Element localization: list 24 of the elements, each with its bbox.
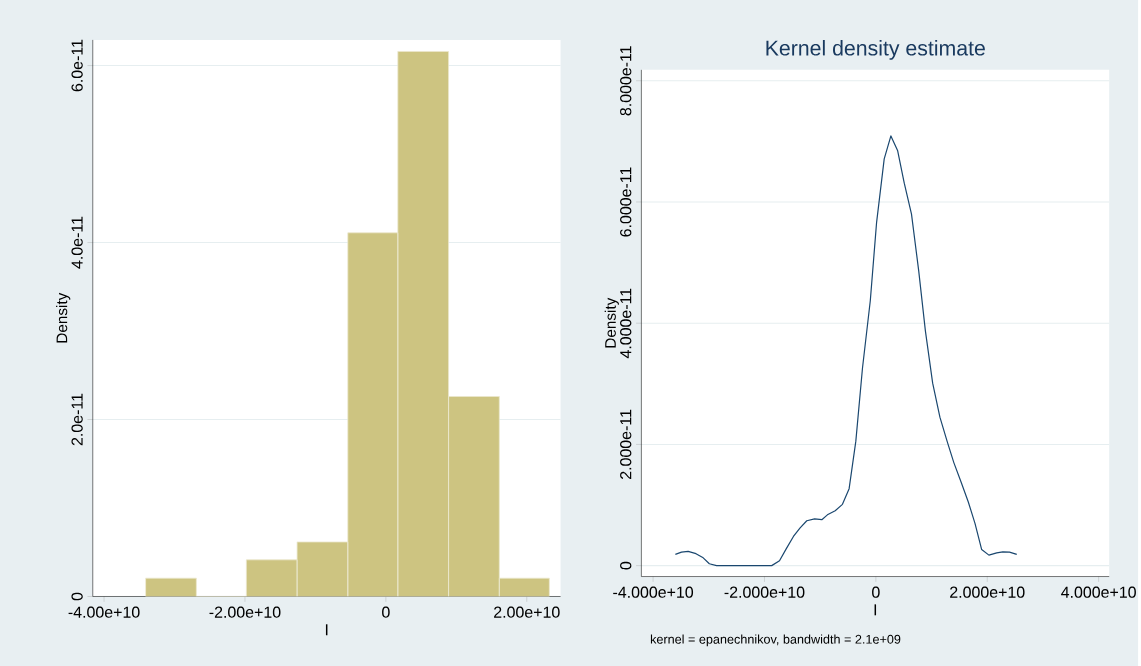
line-series [674,135,1018,567]
x-axis-title: I [874,604,877,616]
y-tick-label: 8.000e-11 [620,46,632,116]
x-tick-label: -4.000e+10 [613,586,694,598]
x-tick-label: 2.000e+10 [950,586,1025,598]
y-axis-title: Density [604,297,619,348]
y-tick-label: 2.0e-11 [71,393,83,446]
y-tick-label: 6.000e-11 [620,167,632,237]
y-tick-label: 4.0e-11 [71,216,83,269]
x-tick-label: -2.000e+10 [724,586,805,598]
x-tick-label: 0 [382,606,390,618]
text: kernel = epanechnikov, bandwidth = 2.1e+09 [650,634,901,647]
x-tick-label: -2.00e+10 [209,606,281,618]
y-axis-title: Density [56,292,71,343]
y-tick-label: 6.0e-11 [71,39,83,92]
chart-title: Kernel density estimate [766,39,985,60]
y-tick-label: 0 [620,561,632,570]
y-tick-label: 4.000e-11 [620,288,632,358]
x-tick-label: 4.000e+10 [1061,586,1136,598]
x-tick-label: -4.00e+10 [68,606,140,618]
x-tick-label: 2.00e+10 [494,606,560,618]
y-tick-label: 2.000e-11 [620,409,632,479]
x-tick-label: 0 [872,586,880,598]
x-axis-title: I [325,624,328,636]
